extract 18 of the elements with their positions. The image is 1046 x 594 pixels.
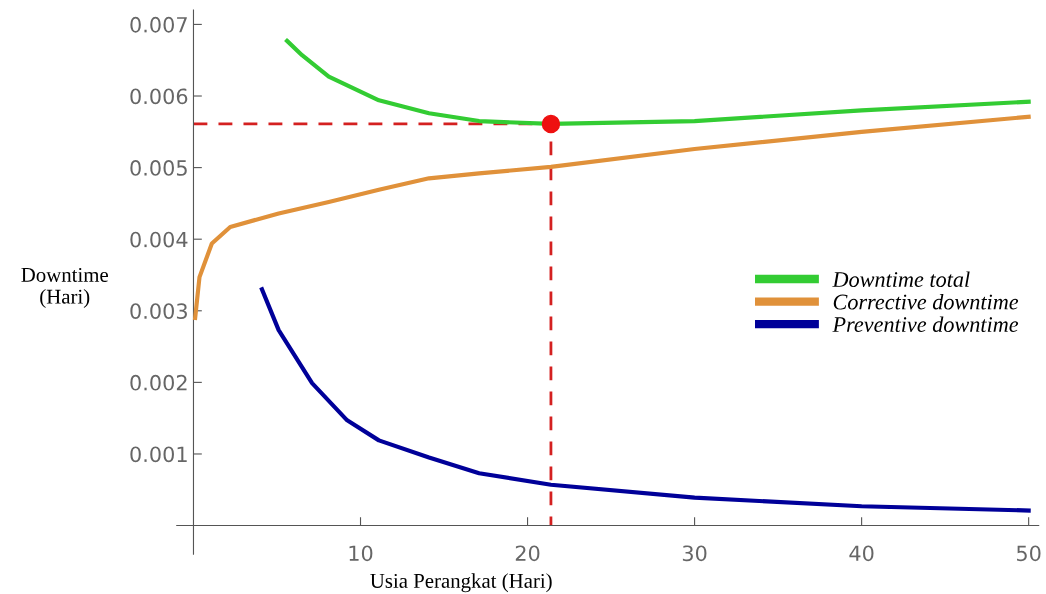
line-series xyxy=(259,287,1031,513)
y-tick-label: 0.004 xyxy=(130,231,188,248)
x-tick-label: 10 xyxy=(349,545,373,562)
y-axis-title: Downtime (Hari) xyxy=(21,267,108,308)
y-tick-label: 0.005 xyxy=(130,160,187,176)
legend-label: Preventive downtime xyxy=(832,316,1019,333)
y-tick-label: 0.002 xyxy=(130,374,187,391)
y-tick-label: 0.006 xyxy=(130,88,188,105)
y-tick-label: 0.007 xyxy=(130,16,187,33)
legend-label: Downtime total xyxy=(832,271,970,288)
y-tick-label: 0.001 xyxy=(130,446,187,463)
x-tick-label: 20 xyxy=(515,545,540,562)
x-tick-label: 30 xyxy=(682,545,707,562)
y-tick-label: 0.003 xyxy=(130,303,187,319)
x-tick-label: 50 xyxy=(1017,545,1041,562)
legend-label: Corrective downtime xyxy=(833,293,1019,310)
x-tick-label: 40 xyxy=(849,545,874,562)
x-axis-title: Usia Perangkat (Hari) xyxy=(370,573,552,593)
